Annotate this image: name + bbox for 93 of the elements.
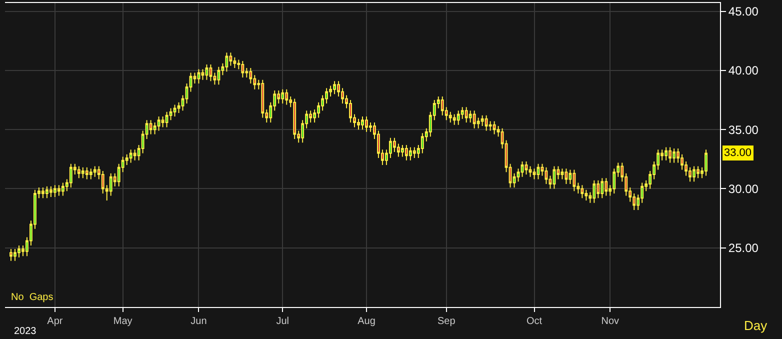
x-tick-label: May [113,316,132,327]
candlestick [580,184,584,199]
candlestick [600,178,604,199]
text: Day [744,318,768,333]
candlestick [225,52,228,72]
candlestick [664,146,668,161]
candlestick [89,168,92,180]
x-tick-label: Jul [276,316,290,327]
candlestick [420,132,424,154]
candlestick [109,172,112,196]
candlestick [205,64,208,80]
candlestick [564,168,568,184]
x-tick-label: Nov [601,316,620,327]
candlestick [492,120,496,135]
y-tick-label: 40.00 [728,64,759,78]
candlestick [261,79,264,118]
candlestick [357,118,360,130]
candlestick [560,168,564,180]
y-tick-label: 30.00 [728,182,759,196]
candlestick [10,248,12,262]
candlestick [544,166,548,184]
candlestick [217,66,220,86]
candlestick [524,161,528,176]
candlestick [173,104,176,118]
candlestick [572,169,576,192]
candlestick [592,180,596,204]
candlestick [412,146,416,158]
candlestick [452,114,456,126]
candlestick [672,148,676,164]
text: 33.00 [724,147,752,159]
candlestick [293,98,296,140]
y-tick-label: 25.00 [728,241,759,256]
candlestick [45,186,48,199]
candlestick [157,116,160,132]
candlestick [448,111,452,123]
candlestick [604,178,608,196]
candlestick [281,88,284,104]
candlestick [129,149,132,164]
candlestick [480,114,484,127]
candlestick [584,189,588,202]
candlestick [209,64,212,82]
x-tick-label: Aug [358,316,376,327]
candlestick [361,116,364,130]
candlestick [285,88,288,106]
candlestick [349,100,352,123]
candlestick [532,168,536,180]
candlestick [161,116,164,128]
candlestick [704,149,708,176]
candlestick [165,111,168,128]
candlestick [197,68,200,84]
candlestick [520,161,524,178]
candlestick [77,166,80,179]
candlestick [596,180,600,199]
y-tick-label: 45.00 [728,4,759,18]
candlestick [696,166,700,179]
candlestick [233,56,236,69]
candlestick [692,166,696,182]
x-tick-label: Jun [190,316,207,327]
candlestick [81,166,84,179]
candlestick [440,96,444,116]
y-tick-label: 35.00 [728,122,759,137]
candlestick [536,163,540,180]
candlestick [484,114,488,132]
candlestick [528,166,532,178]
candlestick [93,166,96,178]
candlestick [61,182,64,196]
candlestick [133,149,136,161]
candlestick [472,110,476,129]
candlestick [241,60,244,78]
candlestick [456,110,460,126]
candlestick [53,184,56,198]
annotation: No Gaps [11,292,54,303]
candlestick [400,144,404,158]
candlestick [668,146,672,164]
candlestick [464,106,468,123]
candlestick [69,163,72,188]
x-tick-label: Apr [47,316,64,327]
candlestick [201,68,204,80]
candlestick [18,244,20,258]
candlestick [333,80,336,95]
candlestick [408,146,412,161]
candlestick [14,248,16,262]
text: 2023 [14,326,37,337]
candlestick [404,144,408,161]
candlestick [85,166,88,180]
candlestick [49,186,52,198]
candlestick [149,120,152,135]
candlestick [552,166,556,190]
x-tick-label: Oct [526,316,542,327]
x-tick-label: Sep [437,316,456,327]
candlestick [41,187,44,199]
candlestick [365,116,368,132]
candlestick [57,184,60,196]
